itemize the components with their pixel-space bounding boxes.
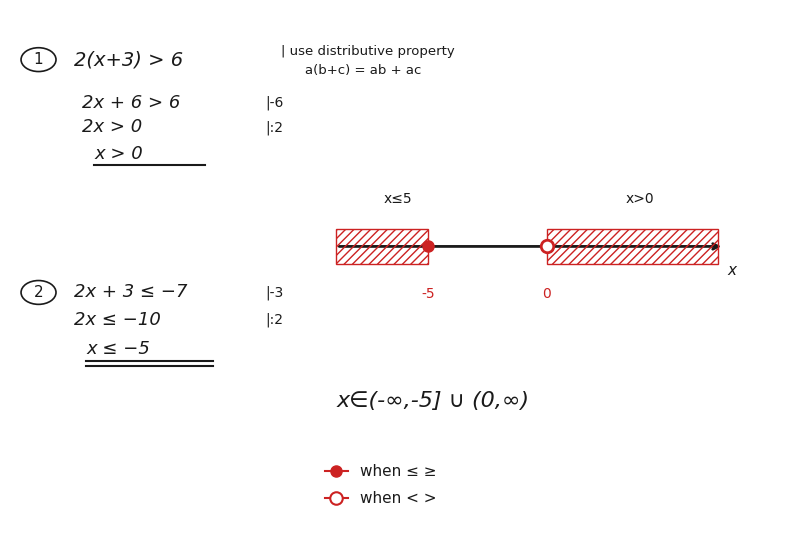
Text: 2x ≤ −10: 2x ≤ −10 xyxy=(74,311,161,329)
Text: -5: -5 xyxy=(421,287,434,301)
Text: 2x > 0: 2x > 0 xyxy=(82,118,142,136)
Text: x∈(-∞,-5] ∪ (0,∞): x∈(-∞,-5] ∪ (0,∞) xyxy=(337,391,530,411)
Text: |-3: |-3 xyxy=(265,285,283,300)
Text: 2(x+3) > 6: 2(x+3) > 6 xyxy=(74,50,183,69)
Text: 0: 0 xyxy=(542,287,551,301)
Text: when ≤ ≥: when ≤ ≥ xyxy=(360,464,437,479)
Text: a(b+c) = ab + ac: a(b+c) = ab + ac xyxy=(305,64,421,77)
Text: |:2: |:2 xyxy=(265,120,283,135)
Text: |:2: |:2 xyxy=(265,312,283,327)
Text: 1: 1 xyxy=(34,52,43,67)
Text: x > 0: x > 0 xyxy=(94,146,143,164)
Text: |-6: |-6 xyxy=(265,96,283,110)
Text: 2x + 3 ≤ −7: 2x + 3 ≤ −7 xyxy=(74,283,188,301)
Text: | use distributive property: | use distributive property xyxy=(281,45,454,58)
Text: when < >: when < > xyxy=(360,491,437,505)
Text: x: x xyxy=(727,263,737,278)
Text: x>0: x>0 xyxy=(626,192,654,206)
Text: x≤5: x≤5 xyxy=(384,192,412,206)
Text: 2: 2 xyxy=(34,285,43,300)
Text: 2x + 6 > 6: 2x + 6 > 6 xyxy=(82,94,181,112)
Text: x ≤ −5: x ≤ −5 xyxy=(86,340,150,358)
